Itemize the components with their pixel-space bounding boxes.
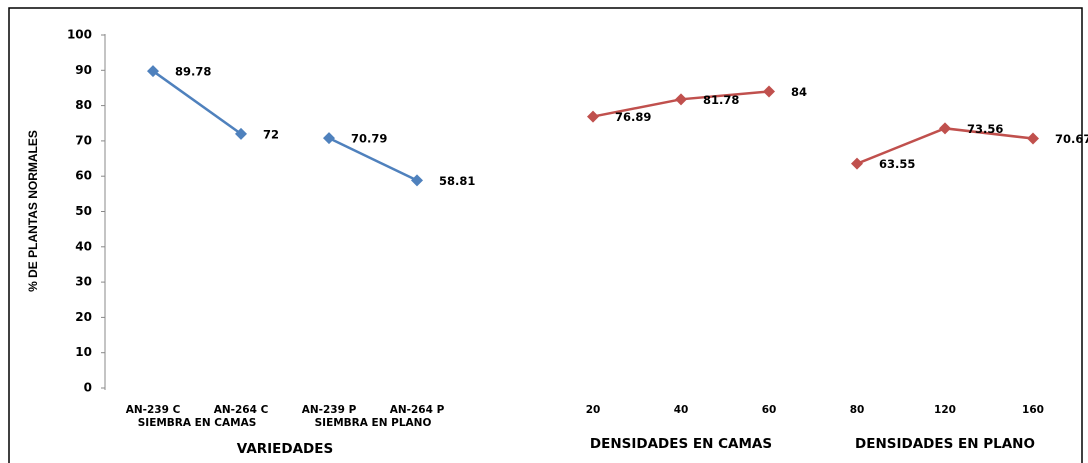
point-marker	[675, 93, 687, 106]
series-line	[328, 136, 418, 182]
x-tick-label: 40	[674, 404, 689, 416]
data-label: 72	[263, 127, 279, 141]
y-axis-label: % DE PLANTAS NORMALES	[26, 130, 40, 292]
x-tick-label: 80	[850, 404, 865, 416]
y-tick-label: 100	[67, 28, 92, 42]
group-label: SIEMBRA EN PLANO	[315, 417, 432, 429]
data-label: 84	[791, 85, 807, 99]
y-tick-label: 10	[75, 345, 92, 359]
data-label: 89.78	[175, 65, 211, 79]
group-label: VARIEDADES	[237, 441, 333, 457]
group-label: DENSIDADES EN CAMAS	[590, 436, 772, 452]
x-tick-label: 20	[586, 404, 601, 416]
data-label: 58.81	[439, 174, 475, 188]
y-tick-label: 30	[75, 275, 92, 289]
x-tick-label: 120	[934, 404, 956, 416]
point-marker	[235, 127, 247, 140]
point-marker	[587, 110, 599, 123]
x-tick-label: AN-264 P	[390, 404, 445, 416]
series-line	[152, 70, 242, 135]
data-label: 76.89	[615, 110, 651, 124]
y-tick-label: 70	[75, 133, 92, 147]
point-marker	[147, 65, 159, 78]
y-tick-label: 60	[75, 169, 92, 183]
point-marker	[763, 85, 775, 98]
y-tick-label: 0	[84, 381, 92, 395]
point-marker	[411, 174, 423, 187]
data-label: 63.55	[879, 157, 915, 171]
y-tick-label: 20	[75, 310, 92, 324]
y-tick-label: 40	[75, 239, 92, 253]
point-marker	[323, 132, 335, 145]
chart-border	[8, 7, 1083, 463]
point-marker	[1027, 132, 1039, 145]
data-label: 73.56	[967, 122, 1003, 136]
y-tick-label: 80	[75, 98, 92, 112]
y-tick-label: 50	[75, 204, 92, 218]
point-marker	[939, 122, 951, 135]
y-tick-label: 90	[75, 63, 92, 77]
x-tick-label: AN-239 P	[302, 404, 357, 416]
x-tick-label: AN-239 C	[126, 404, 181, 416]
data-label: 70.67	[1055, 132, 1088, 146]
data-label: 70.79	[351, 132, 387, 146]
group-label: SIEMBRA EN CAMAS	[138, 417, 257, 429]
data-label: 81.78	[703, 93, 739, 107]
x-tick-label: AN-264 C	[214, 404, 269, 416]
x-tick-label: 160	[1022, 404, 1044, 416]
x-tick-label: 60	[762, 404, 777, 416]
group-label: DENSIDADES EN PLANO	[855, 436, 1035, 452]
point-marker	[851, 157, 863, 170]
